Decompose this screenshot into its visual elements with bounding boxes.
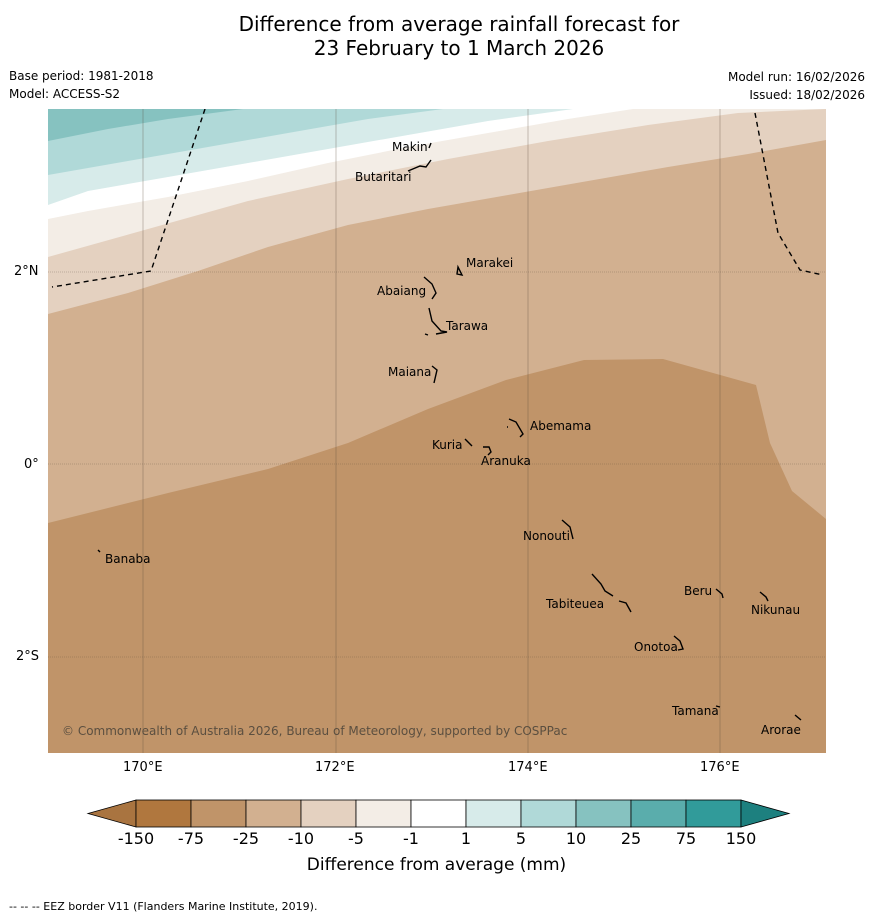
base-period: Base period: 1981-2018 bbox=[9, 69, 154, 83]
colorbar-box bbox=[190, 799, 247, 828]
island-arorae bbox=[794, 714, 802, 721]
label-tamana: Tamana bbox=[671, 704, 719, 718]
lat-label-equator: 0° bbox=[24, 457, 39, 472]
colorbar-box bbox=[410, 799, 467, 828]
eez-border bbox=[51, 109, 824, 288]
colorbar-tick-label: 1 bbox=[460, 829, 472, 848]
colorbar-tick-label: -10 bbox=[287, 829, 315, 848]
colorbar-tick-label: 25 bbox=[620, 829, 642, 848]
island-marakei bbox=[456, 264, 464, 276]
colorbar-tick-label: -5 bbox=[348, 829, 364, 848]
colorbar-tick-label: 150 bbox=[725, 829, 757, 848]
colorbar-box bbox=[355, 799, 412, 828]
colorbar-extend-high bbox=[740, 799, 791, 828]
colorbar-box bbox=[245, 799, 302, 828]
colorbar-box bbox=[685, 799, 742, 828]
colorbar-title: Difference from average (mm) bbox=[306, 855, 567, 875]
label-arorae: Arorae bbox=[761, 723, 801, 737]
colorbar bbox=[86, 799, 791, 828]
colorbar-box bbox=[520, 799, 577, 828]
model-run: Model run: 16/02/2026 bbox=[727, 70, 865, 84]
rainfall-map: Makin Butaritari Marakei Abaiang Tarawa … bbox=[48, 109, 826, 753]
colorbar-extend-low bbox=[86, 799, 137, 828]
label-abaiang: Abaiang bbox=[377, 284, 426, 298]
island-abaiang bbox=[423, 276, 437, 300]
issued-date: Issued: 18/02/2026 bbox=[749, 88, 865, 102]
title-line-1: Difference from average rainfall forecas… bbox=[238, 12, 680, 36]
label-marakei: Marakei bbox=[466, 256, 513, 270]
place-labels: Makin Butaritari Marakei Abaiang Tarawa … bbox=[105, 140, 801, 737]
label-banaba: Banaba bbox=[105, 552, 151, 566]
island-maiana bbox=[431, 365, 438, 384]
lon-label-170: 170°E bbox=[123, 760, 163, 775]
colorbar-box bbox=[630, 799, 687, 828]
island-onotoa bbox=[673, 635, 684, 651]
lon-label-174: 174°E bbox=[508, 760, 548, 775]
colorbar-tick-label: -75 bbox=[177, 829, 205, 848]
label-onotoa: Onotoa bbox=[634, 640, 678, 654]
island-makin bbox=[428, 142, 432, 149]
island-aranuka bbox=[483, 446, 492, 456]
island-beru bbox=[715, 588, 724, 599]
colorbar-box bbox=[300, 799, 357, 828]
colorbar-tick-label: 5 bbox=[515, 829, 527, 848]
graticule bbox=[48, 109, 826, 753]
label-maiana: Maiana bbox=[388, 365, 431, 379]
metadata-right: Model run: 16/02/2026 Issued: 18/02/2026 bbox=[728, 70, 865, 106]
island-banaba bbox=[97, 549, 101, 553]
lon-label-172: 172°E bbox=[315, 760, 355, 775]
band-plus10 bbox=[48, 109, 243, 141]
title-line-2: 23 February to 1 March 2026 bbox=[313, 36, 605, 60]
label-aranuka: Aranuka bbox=[481, 454, 531, 468]
colorbar-box bbox=[465, 799, 522, 828]
colorbar-tick-label: -25 bbox=[232, 829, 260, 848]
label-makin: Makin bbox=[392, 140, 428, 154]
label-tabiteuea: Tabiteuea bbox=[545, 597, 604, 611]
lon-label-176: 176°E bbox=[700, 760, 740, 775]
band-plus5 bbox=[48, 109, 443, 175]
lat-label-2n: 2°N bbox=[14, 264, 39, 279]
islands bbox=[97, 142, 802, 721]
label-beru: Beru bbox=[684, 584, 712, 598]
island-butaritari bbox=[407, 159, 432, 172]
label-kuria: Kuria bbox=[432, 438, 463, 452]
label-butaritari: Butaritari bbox=[355, 170, 412, 184]
lat-label-2s: 2°S bbox=[16, 649, 40, 664]
metadata-left: Base period: 1981-2018 Model: ACCESS-S2 bbox=[9, 69, 154, 105]
island-tabiteuea bbox=[591, 573, 632, 613]
colorbar-tick-label: 75 bbox=[675, 829, 697, 848]
island-tarawa bbox=[424, 307, 448, 336]
colorbar-tick-label: -1 bbox=[403, 829, 419, 848]
colorbar-box bbox=[135, 799, 192, 828]
island-nikunau bbox=[759, 591, 769, 602]
colorbar-tick-label: 10 bbox=[565, 829, 587, 848]
island-abemama bbox=[507, 418, 524, 438]
eez-footnote: -- -- -- EEZ border V11 (Flanders Marine… bbox=[9, 900, 318, 913]
island-kuria bbox=[464, 438, 473, 447]
colorbar-box bbox=[575, 799, 632, 828]
label-nikunau: Nikunau bbox=[751, 603, 800, 617]
colorbar-tick-label: -150 bbox=[117, 829, 155, 848]
model-name: Model: ACCESS-S2 bbox=[9, 87, 121, 101]
island-tamana bbox=[715, 705, 721, 708]
label-tarawa: Tarawa bbox=[445, 319, 488, 333]
copyright-notice: © Commonwealth of Australia 2026, Bureau… bbox=[62, 724, 568, 738]
label-abemama: Abemama bbox=[530, 419, 591, 433]
map-title: Difference from average rainfall forecas… bbox=[0, 12, 873, 60]
island-nonouti bbox=[561, 519, 574, 540]
label-nonouti: Nonouti bbox=[523, 529, 570, 543]
